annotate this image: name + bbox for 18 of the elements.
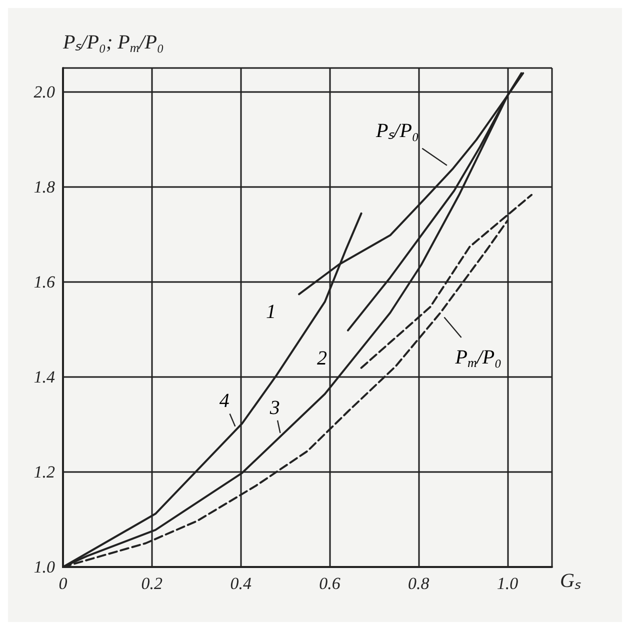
annotation: 2 [316,347,327,370]
annotation: Pₛ/P₀ [374,120,419,142]
y-tick-label: 1.8 [34,177,56,196]
annotation: 4 [219,390,230,412]
y-tick-label: 1.6 [34,272,56,292]
x-axis-title: Gₛ [560,570,582,592]
x-tick-label: 0 [58,574,68,593]
y-tick-label: 2.0 [34,82,56,102]
y-tick-label: 1.4 [34,367,56,386]
x-tick-label: 0.8 [408,574,430,593]
annotation: 1 [266,301,276,324]
x-tick-label: 0.6 [319,574,341,593]
x-tick-label: 0.2 [141,574,164,593]
x-tick-label: 1.0 [496,574,519,593]
annotation: 3 [268,396,280,419]
y-tick-label: 1.0 [34,558,56,576]
y-tick-label: 1.2 [34,462,56,482]
x-tick-label: 0.4 [230,574,252,593]
